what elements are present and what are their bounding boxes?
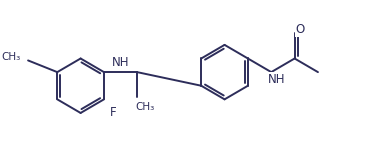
Text: CH₃: CH₃ bbox=[1, 52, 20, 62]
Text: NH: NH bbox=[268, 73, 286, 86]
Text: NH: NH bbox=[112, 56, 129, 69]
Text: F: F bbox=[110, 106, 117, 119]
Text: CH₃: CH₃ bbox=[135, 102, 154, 112]
Text: O: O bbox=[296, 23, 305, 36]
